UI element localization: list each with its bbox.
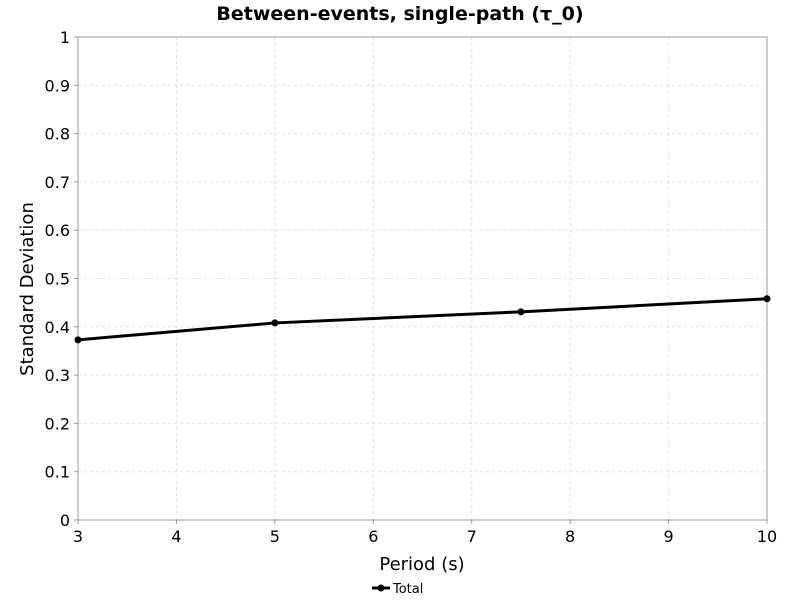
y-tick-label: 0 (60, 511, 70, 530)
data-point (517, 308, 525, 316)
x-tick-label: 6 (368, 527, 378, 546)
x-tick-label: 10 (757, 527, 777, 546)
series-layer (74, 295, 771, 344)
y-axis-label: Standard Deviation (17, 202, 38, 376)
x-tick-label: 3 (73, 527, 83, 546)
chart-title: Between-events, single-path (τ_0) (216, 3, 583, 25)
y-tick-label: 0.8 (45, 125, 70, 144)
y-tick-label: 0.6 (45, 221, 70, 240)
x-tick-label: 8 (565, 527, 575, 546)
y-tick-label: 1 (60, 28, 70, 47)
y-tick-label: 0.1 (45, 463, 70, 482)
y-tick-label: 0.5 (45, 270, 70, 289)
y-tick-label: 0.2 (45, 414, 70, 433)
x-tick-label: 9 (663, 527, 673, 546)
legend-label-total: Total (392, 582, 423, 597)
y-tick-label: 0.7 (45, 173, 70, 192)
series-line-total (77, 297, 768, 342)
y-tick-label: 0.3 (45, 366, 70, 385)
x-tick-label: 5 (270, 527, 280, 546)
y-tick-label: 0.4 (45, 318, 70, 337)
x-axis-label: Period (s) (379, 554, 464, 575)
grid-layer (78, 37, 767, 520)
y-tick-label: 0.9 (45, 76, 70, 95)
legend-marker-total (377, 584, 385, 592)
data-point (74, 336, 82, 344)
x-axis: 3 4 5 6 7 8 9 10 (73, 520, 777, 546)
y-axis: 0 0.1 0.2 0.3 0.4 0.5 0.6 0.7 0.8 0.9 1 (45, 28, 78, 530)
x-tick-label: 4 (171, 527, 181, 546)
x-tick-label: 7 (467, 527, 477, 546)
data-point (763, 295, 771, 303)
legend: Total (372, 582, 423, 597)
data-point (271, 319, 279, 327)
